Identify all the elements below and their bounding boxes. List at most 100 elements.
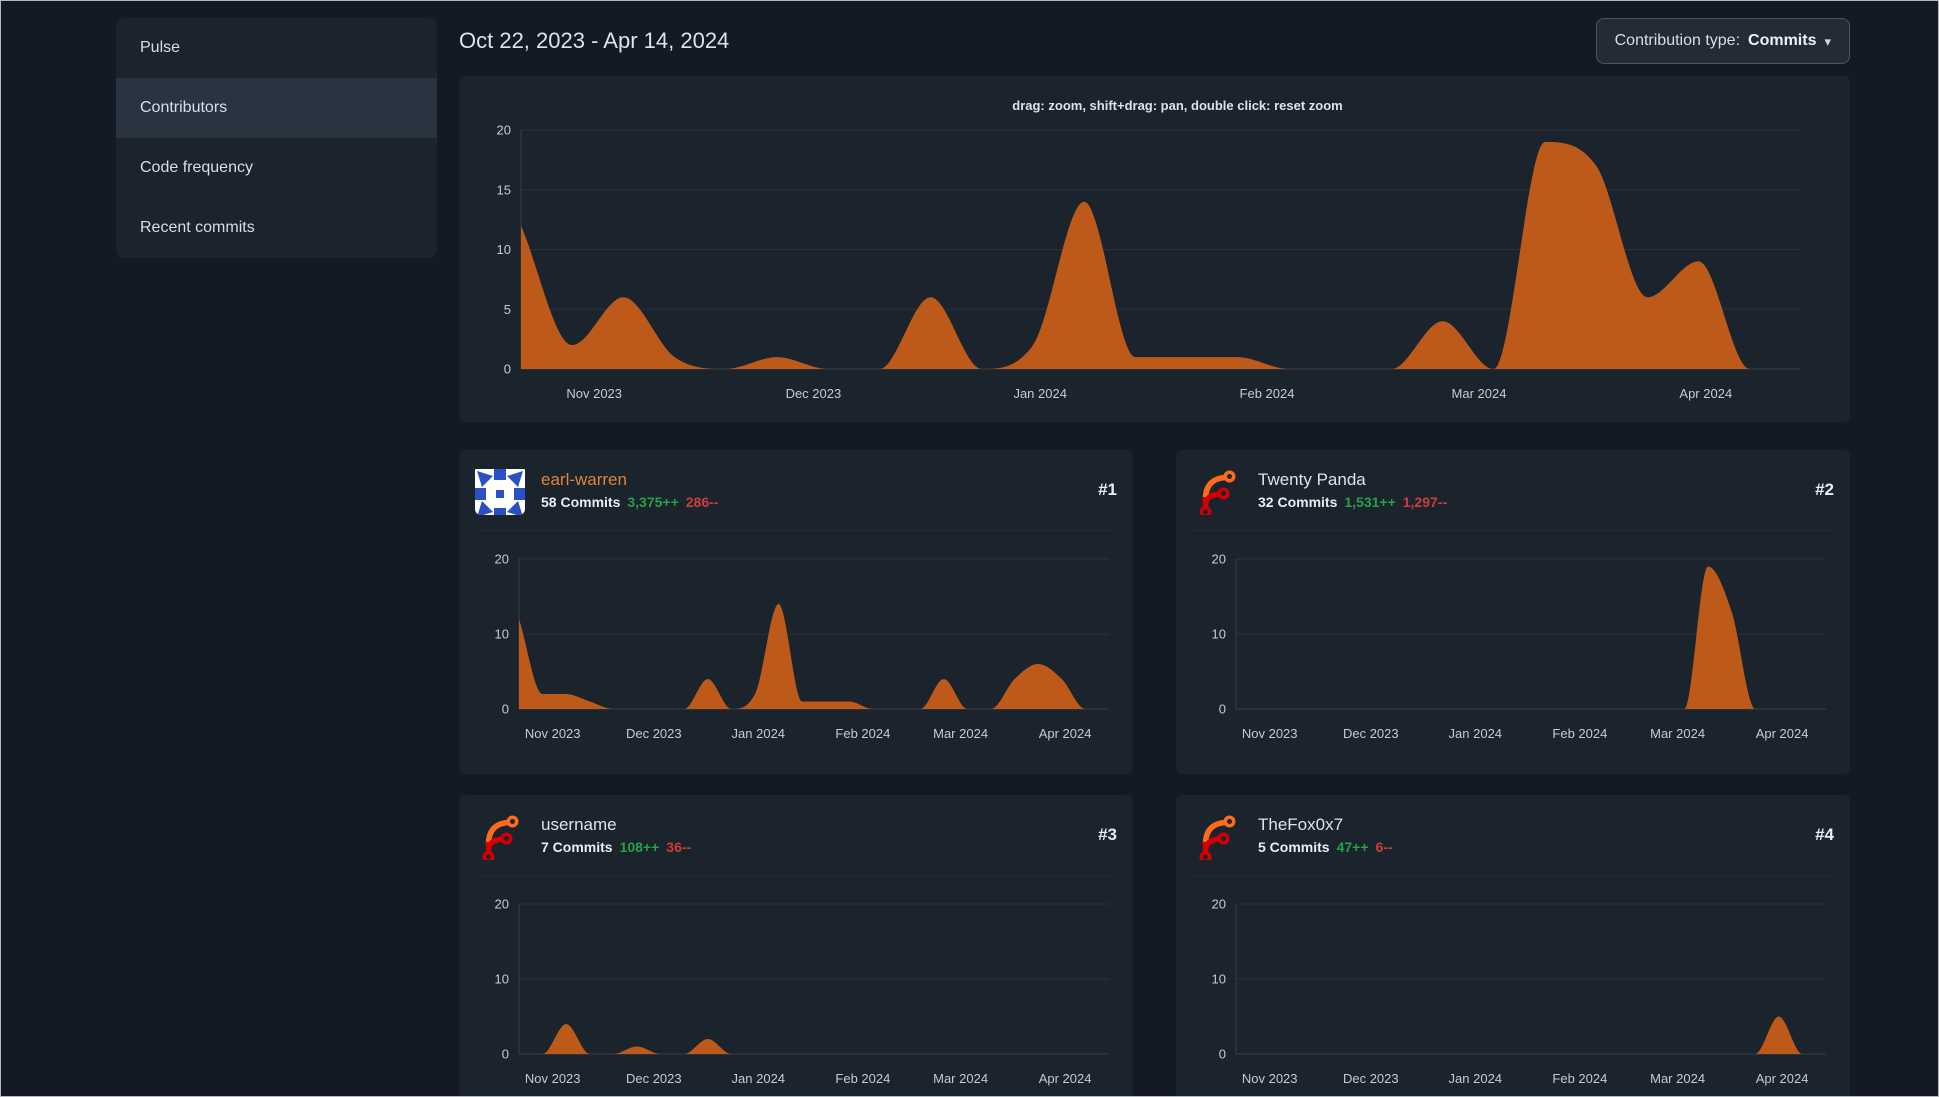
svg-text:Dec 2023: Dec 2023 bbox=[786, 386, 842, 401]
contributor-additions: 108++ bbox=[619, 839, 660, 855]
svg-text:Mar 2024: Mar 2024 bbox=[933, 1071, 988, 1086]
forgejo-logo-icon bbox=[482, 815, 519, 860]
main-chart-panel: drag: zoom, shift+drag: pan, double clic… bbox=[459, 76, 1850, 422]
contribution-type-label: Contribution type: bbox=[1614, 32, 1741, 49]
svg-text:Mar 2024: Mar 2024 bbox=[1650, 726, 1705, 741]
contributor-stats: 7 Commits 108++ 36-- bbox=[541, 839, 1082, 855]
contributor-additions: 3,375++ bbox=[627, 494, 679, 510]
svg-text:Dec 2023: Dec 2023 bbox=[1343, 726, 1399, 741]
contributor-stats: 58 Commits 3,375++ 286-- bbox=[541, 494, 1082, 510]
identicon-avatar-icon bbox=[475, 469, 525, 515]
forgejo-logo-icon bbox=[1199, 815, 1236, 860]
svg-text:0: 0 bbox=[502, 1047, 509, 1062]
contributor-commit-count: 5 Commits bbox=[1258, 839, 1330, 855]
svg-text:15: 15 bbox=[497, 182, 511, 197]
svg-text:0: 0 bbox=[504, 362, 511, 377]
sidebar-item-recent-commits[interactable]: Recent commits bbox=[140, 219, 255, 236]
contributor-card-header: TheFox0x7 5 Commits 47++ 6-- #4 bbox=[1192, 795, 1834, 876]
avatar[interactable] bbox=[1192, 465, 1242, 515]
contributor-card-4: TheFox0x7 5 Commits 47++ 6-- #4 0 10 20 Nov… bbox=[1176, 795, 1850, 1096]
contributor-card-header: username 7 Commits 108++ 36-- #3 bbox=[475, 795, 1117, 876]
svg-text:Feb 2024: Feb 2024 bbox=[835, 726, 890, 741]
contributor-name[interactable]: Twenty Panda bbox=[1258, 470, 1366, 489]
sidebar-item-code-frequency[interactable]: Code frequency bbox=[140, 159, 253, 176]
svg-text:Dec 2023: Dec 2023 bbox=[626, 726, 682, 741]
svg-text:Feb 2024: Feb 2024 bbox=[1240, 386, 1295, 401]
svg-text:Apr 2024: Apr 2024 bbox=[1039, 726, 1092, 741]
svg-text:20: 20 bbox=[495, 552, 509, 567]
avatar[interactable] bbox=[1192, 810, 1242, 860]
svg-text:10: 10 bbox=[1212, 972, 1226, 987]
svg-text:10: 10 bbox=[1212, 627, 1226, 642]
contributor-stats: 5 Commits 47++ 6-- bbox=[1258, 839, 1799, 855]
svg-text:Jan 2024: Jan 2024 bbox=[732, 726, 786, 741]
contribution-type-value: Commits bbox=[1748, 32, 1817, 49]
contributor-rank-badge: #4 bbox=[1815, 825, 1834, 844]
avatar[interactable] bbox=[475, 810, 525, 860]
contributor-commit-count: 7 Commits bbox=[541, 839, 613, 855]
svg-text:10: 10 bbox=[495, 972, 509, 987]
svg-text:Nov 2023: Nov 2023 bbox=[525, 726, 581, 741]
svg-text:Apr 2024: Apr 2024 bbox=[1756, 1071, 1809, 1086]
svg-text:Nov 2023: Nov 2023 bbox=[1242, 726, 1298, 741]
sidebar-item-contributors[interactable]: Contributors bbox=[116, 78, 437, 138]
svg-text:Jan 2024: Jan 2024 bbox=[1449, 726, 1503, 741]
contributor-card-3: username 7 Commits 108++ 36-- #3 0 10 20 No… bbox=[459, 795, 1133, 1096]
sidebar-menu: Pulse Contributors Code frequency Recent co… bbox=[116, 18, 437, 258]
contributor-commit-count: 32 Commits bbox=[1258, 494, 1338, 510]
svg-text:Jan 2024: Jan 2024 bbox=[1449, 1071, 1503, 1086]
contributor-deletions: 1,297-- bbox=[1402, 494, 1448, 510]
svg-text:0: 0 bbox=[502, 702, 509, 717]
contributor-card-1: earl-warren 58 Commits 3,375++ 286-- #1 … bbox=[459, 450, 1133, 774]
svg-text:0: 0 bbox=[1219, 1047, 1226, 1062]
contributor-additions: 1,531++ bbox=[1344, 494, 1396, 510]
date-range-title: Oct 22, 2023 - Apr 14, 2024 bbox=[459, 28, 730, 53]
contributor-commit-count: 58 Commits bbox=[541, 494, 621, 510]
contributor-chart[interactable]: 0 10 20 Nov 2023 Dec 2023 Jan 2024 Feb 2024 Mar… bbox=[1192, 535, 1834, 749]
contributor-name[interactable]: username bbox=[541, 815, 617, 834]
contributor-chart[interactable]: 0 10 20 Nov 2023 Dec 2023 Jan 2024 Feb 2024 Mar… bbox=[475, 535, 1117, 749]
contributor-stats: 32 Commits 1,531++ 1,297-- bbox=[1258, 494, 1799, 510]
chevron-down-icon: ▾ bbox=[1824, 33, 1831, 49]
svg-text:Apr 2024: Apr 2024 bbox=[1679, 386, 1732, 401]
contributor-name[interactable]: earl-warren bbox=[541, 470, 627, 489]
svg-text:Mar 2024: Mar 2024 bbox=[1650, 1071, 1705, 1086]
sidebar-item-pulse[interactable]: Pulse bbox=[140, 39, 181, 56]
contribution-type-dropdown[interactable]: Contribution type: Commits ▾ bbox=[1595, 18, 1850, 64]
chart-zoom-hint: drag: zoom, shift+drag: pan, double clic… bbox=[1012, 98, 1343, 113]
main-content: Oct 22, 2023 - Apr 14, 2024 Contribution… bbox=[459, 1, 1938, 1096]
main-contributions-chart[interactable]: 0 5 10 15 20 Nov 2023 Dec 2023 Jan 2024 Feb 2024… bbox=[475, 117, 1809, 413]
svg-text:10: 10 bbox=[495, 627, 509, 642]
svg-text:20: 20 bbox=[1212, 552, 1226, 567]
svg-text:Mar 2024: Mar 2024 bbox=[933, 726, 988, 741]
forgejo-logo-icon bbox=[1199, 470, 1236, 515]
svg-text:Nov 2023: Nov 2023 bbox=[1242, 1071, 1298, 1086]
contributor-name[interactable]: TheFox0x7 bbox=[1258, 815, 1344, 834]
contributor-cards-grid: earl-warren 58 Commits 3,375++ 286-- #1 … bbox=[459, 450, 1850, 1096]
svg-text:Feb 2024: Feb 2024 bbox=[1552, 1071, 1607, 1086]
svg-text:Mar 2024: Mar 2024 bbox=[1452, 386, 1507, 401]
contributor-card-header: earl-warren 58 Commits 3,375++ 286-- #1 bbox=[475, 450, 1117, 531]
svg-text:5: 5 bbox=[504, 302, 511, 317]
contributor-card-header: Twenty Panda 32 Commits 1,531++ 1,297-- … bbox=[1192, 450, 1834, 531]
svg-text:Jan 2024: Jan 2024 bbox=[732, 1071, 786, 1086]
svg-text:Dec 2023: Dec 2023 bbox=[626, 1071, 682, 1086]
svg-text:Nov 2023: Nov 2023 bbox=[566, 386, 622, 401]
svg-text:10: 10 bbox=[497, 242, 511, 257]
contributor-deletions: 36-- bbox=[666, 839, 692, 855]
svg-text:Jan 2024: Jan 2024 bbox=[1013, 386, 1066, 401]
contributor-rank-badge: #1 bbox=[1098, 480, 1117, 499]
contributor-rank-badge: #3 bbox=[1098, 825, 1117, 844]
svg-text:20: 20 bbox=[495, 897, 509, 912]
contributor-rank-badge: #2 bbox=[1815, 480, 1834, 499]
header-row: Oct 22, 2023 - Apr 14, 2024 Contribution… bbox=[459, 18, 1850, 64]
svg-text:20: 20 bbox=[1212, 897, 1226, 912]
contributor-chart[interactable]: 0 10 20 Nov 2023 Dec 2023 Jan 2024 Feb 2024 Mar… bbox=[475, 880, 1117, 1094]
svg-text:Apr 2024: Apr 2024 bbox=[1756, 726, 1809, 741]
contributor-card-2: Twenty Panda 32 Commits 1,531++ 1,297-- … bbox=[1176, 450, 1850, 774]
svg-text:0: 0 bbox=[1219, 702, 1226, 717]
svg-text:Nov 2023: Nov 2023 bbox=[525, 1071, 581, 1086]
avatar[interactable] bbox=[475, 465, 525, 515]
contributor-chart[interactable]: 0 10 20 Nov 2023 Dec 2023 Jan 2024 Feb 2024 Mar… bbox=[1192, 880, 1834, 1094]
